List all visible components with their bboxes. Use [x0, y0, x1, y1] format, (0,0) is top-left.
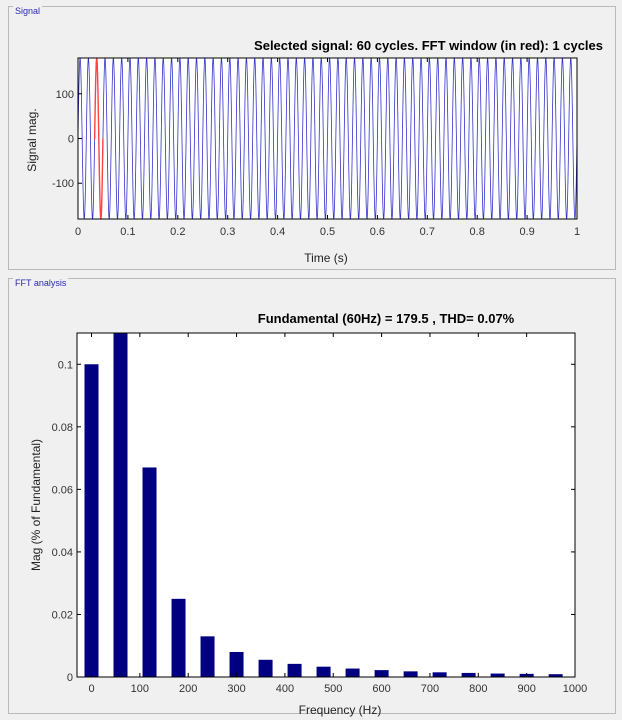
fft-panel-title: FFT analysis: [13, 278, 69, 288]
fft-analysis-panel: FFT analysis: [8, 278, 616, 714]
signal-panel-title: Signal: [13, 6, 43, 16]
signal-panel: Signal: [8, 6, 616, 270]
